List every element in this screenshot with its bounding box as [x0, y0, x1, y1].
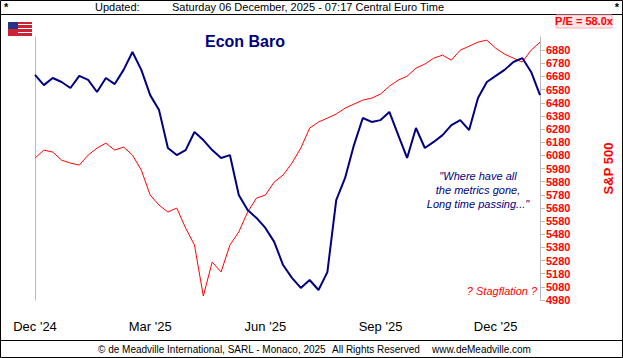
svg-text:S&P 500: S&P 500 — [601, 143, 616, 195]
svg-text:6280: 6280 — [546, 123, 570, 135]
svg-text:5980: 5980 — [546, 163, 570, 175]
svg-text:Jun '25: Jun '25 — [245, 319, 287, 334]
svg-text:? Stagflation ?: ? Stagflation ? — [467, 285, 538, 297]
svg-text:6180: 6180 — [546, 136, 570, 148]
svg-text:Sep '25: Sep '25 — [359, 319, 403, 334]
svg-text:6580: 6580 — [546, 84, 570, 96]
svg-text:6880: 6880 — [546, 44, 570, 56]
svg-text:5280: 5280 — [546, 255, 570, 267]
svg-text:5480: 5480 — [546, 228, 570, 240]
svg-text:Updated:: Updated: — [95, 1, 140, 13]
svg-text:5780: 5780 — [546, 189, 570, 201]
svg-text:6480: 6480 — [546, 97, 570, 109]
svg-text:www.deMeadville.com: www.deMeadville.com — [431, 344, 531, 355]
svg-text:Dec '24: Dec '24 — [13, 319, 57, 334]
svg-text:All Rights Reserved: All Rights Reserved — [332, 344, 420, 355]
svg-text:6380: 6380 — [546, 110, 570, 122]
svg-text:Econ Baro: Econ Baro — [205, 33, 285, 50]
svg-text:5080: 5080 — [546, 281, 570, 293]
svg-text:6080: 6080 — [546, 149, 570, 161]
svg-text:Saturday 06 December, 2025 - 0: Saturday 06 December, 2025 - 07:17 Centr… — [172, 1, 444, 13]
svg-text:the metrics gone,: the metrics gone, — [436, 184, 520, 196]
svg-text:4980: 4980 — [546, 294, 570, 306]
svg-text:Dec '25: Dec '25 — [474, 319, 518, 334]
svg-text:*: * — [615, 1, 620, 13]
svg-text:Mar '25: Mar '25 — [129, 319, 172, 334]
svg-text:Long time passing...": Long time passing..." — [427, 198, 530, 210]
svg-text:© de Meadville International,: © de Meadville International, SARL - Mon… — [98, 344, 326, 355]
svg-text:5380: 5380 — [546, 241, 570, 253]
svg-text:P/E = 58.0x: P/E = 58.0x — [555, 15, 614, 27]
svg-text:5580: 5580 — [546, 215, 570, 227]
svg-text:5680: 5680 — [546, 202, 570, 214]
svg-text:5180: 5180 — [546, 268, 570, 280]
svg-text:5880: 5880 — [546, 176, 570, 188]
svg-text:"Where have all: "Where have all — [439, 170, 517, 182]
svg-text:*: * — [4, 1, 9, 13]
svg-text:6780: 6780 — [546, 57, 570, 69]
svg-text:6680: 6680 — [546, 70, 570, 82]
